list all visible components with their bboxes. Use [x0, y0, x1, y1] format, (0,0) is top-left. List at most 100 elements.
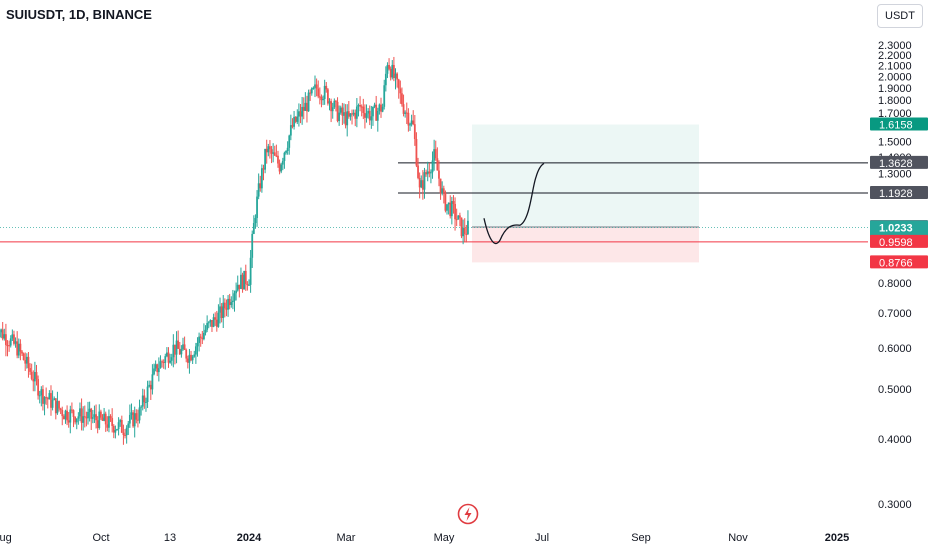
candle-body: [116, 429, 118, 431]
candle-body: [146, 386, 149, 403]
candle-body: [66, 410, 68, 421]
candle-body: [277, 155, 279, 164]
candle-body: [262, 168, 265, 170]
candle-body: [370, 116, 373, 121]
candle-body: [333, 100, 336, 108]
candle-body: [103, 413, 106, 421]
candle-body: [410, 120, 413, 125]
candle-body: [206, 323, 209, 330]
candle-body: [254, 217, 257, 224]
candle-body: [199, 336, 202, 338]
y-tick-label: 0.5000: [878, 384, 912, 396]
candle-body: [27, 356, 30, 369]
candle-body: [211, 320, 213, 327]
candle-body: [407, 112, 410, 126]
projection-curve[interactable]: [483, 162, 545, 245]
candle-body: [251, 233, 254, 258]
candle-body: [301, 106, 304, 117]
candle-body: [227, 298, 229, 310]
candle-body: [328, 101, 331, 104]
candle-body: [376, 111, 379, 121]
candle-body: [172, 344, 175, 358]
candle-body: [225, 308, 228, 310]
candle-body: [82, 416, 85, 423]
long-position-box[interactable]: [472, 124, 699, 263]
candle-body: [439, 178, 442, 194]
candle-body: [87, 411, 89, 419]
candle-body: [339, 107, 342, 113]
candle-body: [399, 88, 402, 94]
candle-body: [125, 427, 128, 436]
x-tick-label: 2025: [825, 532, 849, 544]
candle-body: [71, 409, 73, 411]
candle-body: [384, 73, 387, 86]
candle-body: [355, 106, 358, 119]
candle-body: [35, 372, 38, 380]
candle-body: [248, 284, 250, 286]
candle-body: [112, 425, 115, 433]
candle-body: [14, 341, 17, 344]
candle-body: [6, 345, 9, 347]
y-axis-ticks: 2.30002.20002.10002.00001.90001.80001.70…: [878, 40, 912, 511]
candle-body: [232, 300, 234, 303]
candle-body: [222, 302, 225, 319]
candle-body: [272, 152, 275, 154]
candle-body: [452, 201, 455, 204]
candle-body: [88, 408, 91, 412]
candle-body: [132, 412, 134, 427]
candle-body: [83, 416, 86, 418]
candle-body: [450, 201, 453, 217]
price-labels: 1.61581.36281.19281.02551.023309:07:020.…: [870, 117, 928, 269]
candle-body: [368, 110, 371, 121]
candle-body: [233, 293, 236, 301]
candle-body: [343, 112, 345, 116]
candle-body: [446, 204, 448, 211]
candle-body: [238, 284, 241, 289]
candle-body: [336, 101, 339, 122]
candle-body: [101, 417, 104, 421]
candle-body: [25, 356, 28, 364]
candle-body: [462, 227, 465, 237]
price-label: 1.0233: [879, 222, 913, 234]
y-tick-label: 0.8000: [878, 278, 912, 290]
candle-body: [58, 401, 60, 409]
candle-body: [467, 220, 469, 235]
candle-body: [298, 111, 300, 117]
horizontal-lines[interactable]: [0, 162, 868, 243]
candle-body: [244, 270, 247, 284]
currency-button[interactable]: USDT: [877, 4, 923, 28]
candle-body: [48, 393, 51, 400]
candle-body: [372, 106, 374, 117]
candle-body: [267, 146, 270, 153]
candle-body: [306, 102, 308, 112]
candle-body: [185, 349, 188, 359]
candle-body: [140, 406, 143, 408]
candle-body: [98, 411, 101, 428]
candle-body: [364, 112, 366, 118]
symbol-title[interactable]: SUIUSDT, 1D, BINANCE: [6, 7, 152, 22]
candle-body: [270, 149, 273, 154]
candle-body: [111, 418, 114, 426]
candle-body: [275, 155, 278, 157]
candlestick-series: [0, 56, 469, 445]
candle-body: [436, 158, 439, 171]
candle-body: [29, 368, 31, 372]
candle-body: [149, 384, 152, 390]
candle-body: [117, 422, 120, 430]
candle-body: [130, 412, 133, 415]
candle-body: [293, 116, 295, 127]
candle-body: [5, 334, 7, 346]
candle-body: [417, 165, 419, 178]
candle-body: [335, 100, 337, 102]
candle-body: [430, 172, 432, 174]
candle-body: [201, 337, 204, 340]
candle-body: [191, 356, 194, 361]
candle-body: [354, 112, 357, 119]
candle-body: [204, 329, 207, 333]
candle-body: [230, 302, 233, 305]
candle-body: [50, 393, 52, 408]
candle-body: [37, 379, 40, 396]
candle-body: [283, 152, 286, 161]
candle-body: [53, 398, 56, 400]
